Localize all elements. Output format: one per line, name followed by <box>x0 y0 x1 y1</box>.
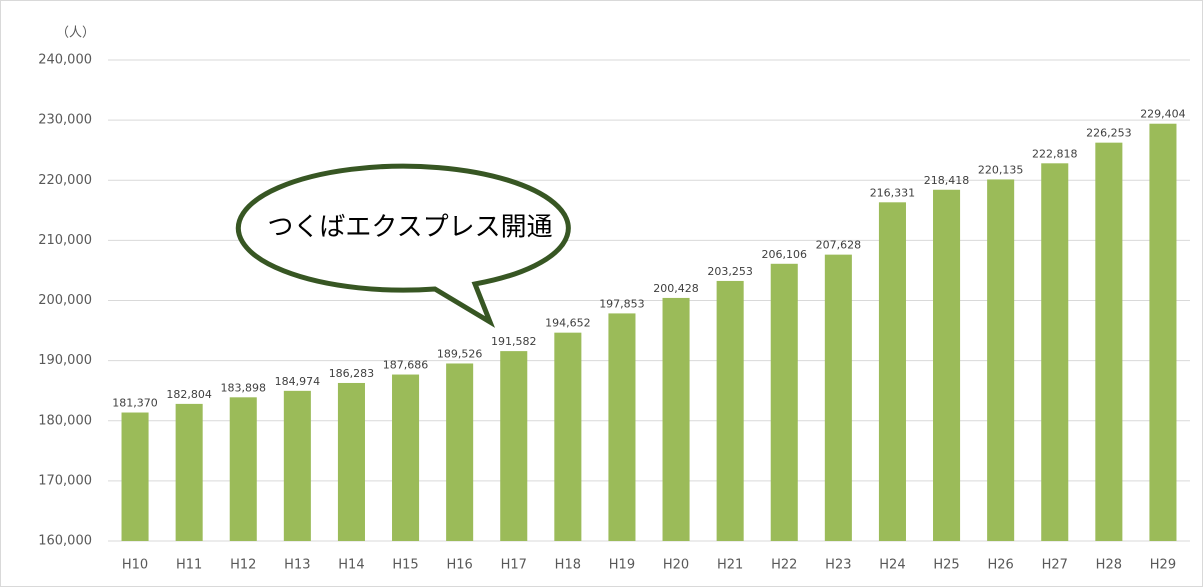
data-label: 206,106 <box>762 248 808 261</box>
bar <box>1095 142 1123 541</box>
data-label: 184,974 <box>275 375 321 388</box>
y-tick-label: 190,000 <box>38 353 92 368</box>
y-tick-label: 240,000 <box>38 53 92 68</box>
callout-bubble <box>235 163 571 328</box>
x-tick-label: H15 <box>392 558 418 573</box>
x-tick-label: H20 <box>663 558 689 573</box>
data-label: 187,686 <box>383 359 429 372</box>
x-tick-label: H10 <box>122 558 148 573</box>
x-tick-label: H16 <box>446 558 472 573</box>
x-tick-label: H21 <box>717 558 743 573</box>
x-tick-label: H12 <box>230 558 256 573</box>
data-label: 226,253 <box>1086 127 1132 140</box>
bar <box>878 202 906 541</box>
bar <box>608 313 636 541</box>
data-label: 222,818 <box>1032 147 1078 160</box>
data-label: 216,331 <box>870 186 916 199</box>
data-label: 191,582 <box>491 335 537 348</box>
data-label: 218,418 <box>924 174 970 187</box>
x-tick-label: H17 <box>501 558 527 573</box>
bar <box>824 254 852 541</box>
bar <box>337 382 365 541</box>
bar <box>770 263 798 541</box>
plot-area: 160,000 170,000 180,000 190,000 200,000 210,0… <box>38 53 1190 573</box>
y-tick-label: 210,000 <box>38 233 92 248</box>
bar <box>121 412 149 541</box>
y-tick-label: 220,000 <box>38 173 92 188</box>
x-tick-label: H27 <box>1042 558 1068 573</box>
y-unit-label: （人） <box>56 26 95 41</box>
data-label: 197,853 <box>599 297 645 310</box>
bar <box>987 179 1015 542</box>
x-tick-label: H14 <box>338 558 364 573</box>
data-label: 186,283 <box>329 367 375 380</box>
x-tick-label: H29 <box>1150 558 1176 573</box>
annotation: つくばエクスプレス開通 <box>267 213 552 243</box>
y-tick-label: 180,000 <box>38 413 92 428</box>
bar <box>716 280 744 541</box>
data-label: 194,652 <box>545 317 591 330</box>
y-tick-label: 170,000 <box>38 473 92 488</box>
bar <box>933 189 961 541</box>
data-label: 203,253 <box>707 265 753 278</box>
x-tick-label: H18 <box>555 558 581 573</box>
data-label: 189,526 <box>437 347 483 360</box>
bar <box>554 332 582 541</box>
data-label: 229,404 <box>1140 108 1186 121</box>
data-label: 182,804 <box>166 388 212 401</box>
bar <box>1041 163 1069 542</box>
data-label: 220,135 <box>978 163 1024 176</box>
bar <box>662 297 690 541</box>
x-tick-label: H11 <box>176 558 202 573</box>
data-label: 181,370 <box>112 397 158 410</box>
bar <box>229 397 257 541</box>
data-label: 207,628 <box>816 239 862 252</box>
x-tick-label: H22 <box>771 558 797 573</box>
data-label: 200,428 <box>653 282 699 295</box>
bar <box>500 351 528 541</box>
x-tick-label: H13 <box>284 558 310 573</box>
bar <box>1149 123 1177 542</box>
x-tick-label: H19 <box>609 558 635 573</box>
x-tick-label: H25 <box>933 558 959 573</box>
x-tick-label: H26 <box>987 558 1013 573</box>
y-tick-label: 230,000 <box>38 113 92 128</box>
y-tick-label: 160,000 <box>38 534 92 549</box>
bar <box>392 374 420 541</box>
x-tick-label: H23 <box>825 558 851 573</box>
x-tick-label: H28 <box>1096 558 1122 573</box>
bar <box>283 390 311 541</box>
data-label: 183,898 <box>221 381 267 394</box>
bar <box>175 403 203 541</box>
x-tick-label: H24 <box>879 558 905 573</box>
y-tick-label: 200,000 <box>38 293 92 308</box>
bar <box>446 363 474 541</box>
